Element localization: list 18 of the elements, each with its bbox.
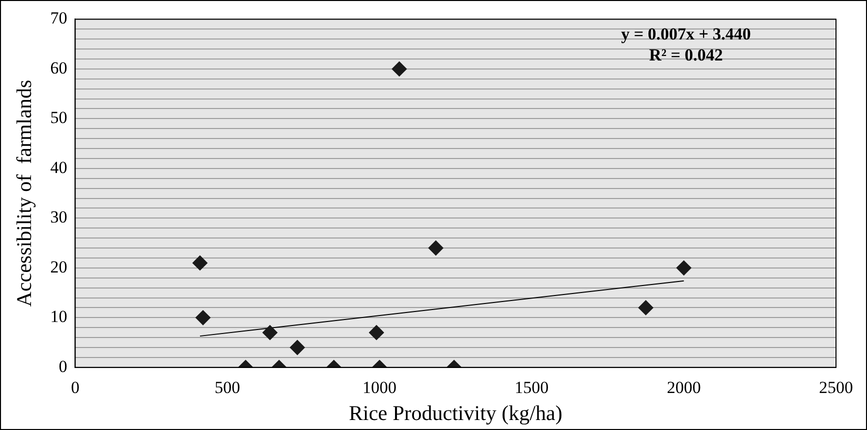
annotation: R² = 0.042 [649,46,723,65]
x-tick-label: 500 [214,378,240,398]
x-tick-label: 1500 [514,378,549,398]
y-tick-label: 20 [50,257,68,276]
y-tick-label: 10 [50,307,68,326]
x-tick-label: 2500 [819,378,853,398]
y-tick-label: 70 [50,8,68,28]
x-tick-label: 0 [70,378,80,398]
y-axis-title: Accessibility of farmlands [12,80,36,307]
y-tick-label: 30 [50,208,68,227]
y-tick-label: 60 [50,58,68,78]
x-axis-title: Rice Productivity (kg/ha) [348,400,562,425]
annotation: y = 0.007x + 3.440 [621,24,751,44]
y-tick-label: 0 [58,356,68,376]
y-tick-label: 50 [50,108,68,128]
x-tick-label: 2000 [666,378,701,398]
y-tick-label: 40 [50,158,68,177]
x-tick-label: 1000 [362,378,397,398]
